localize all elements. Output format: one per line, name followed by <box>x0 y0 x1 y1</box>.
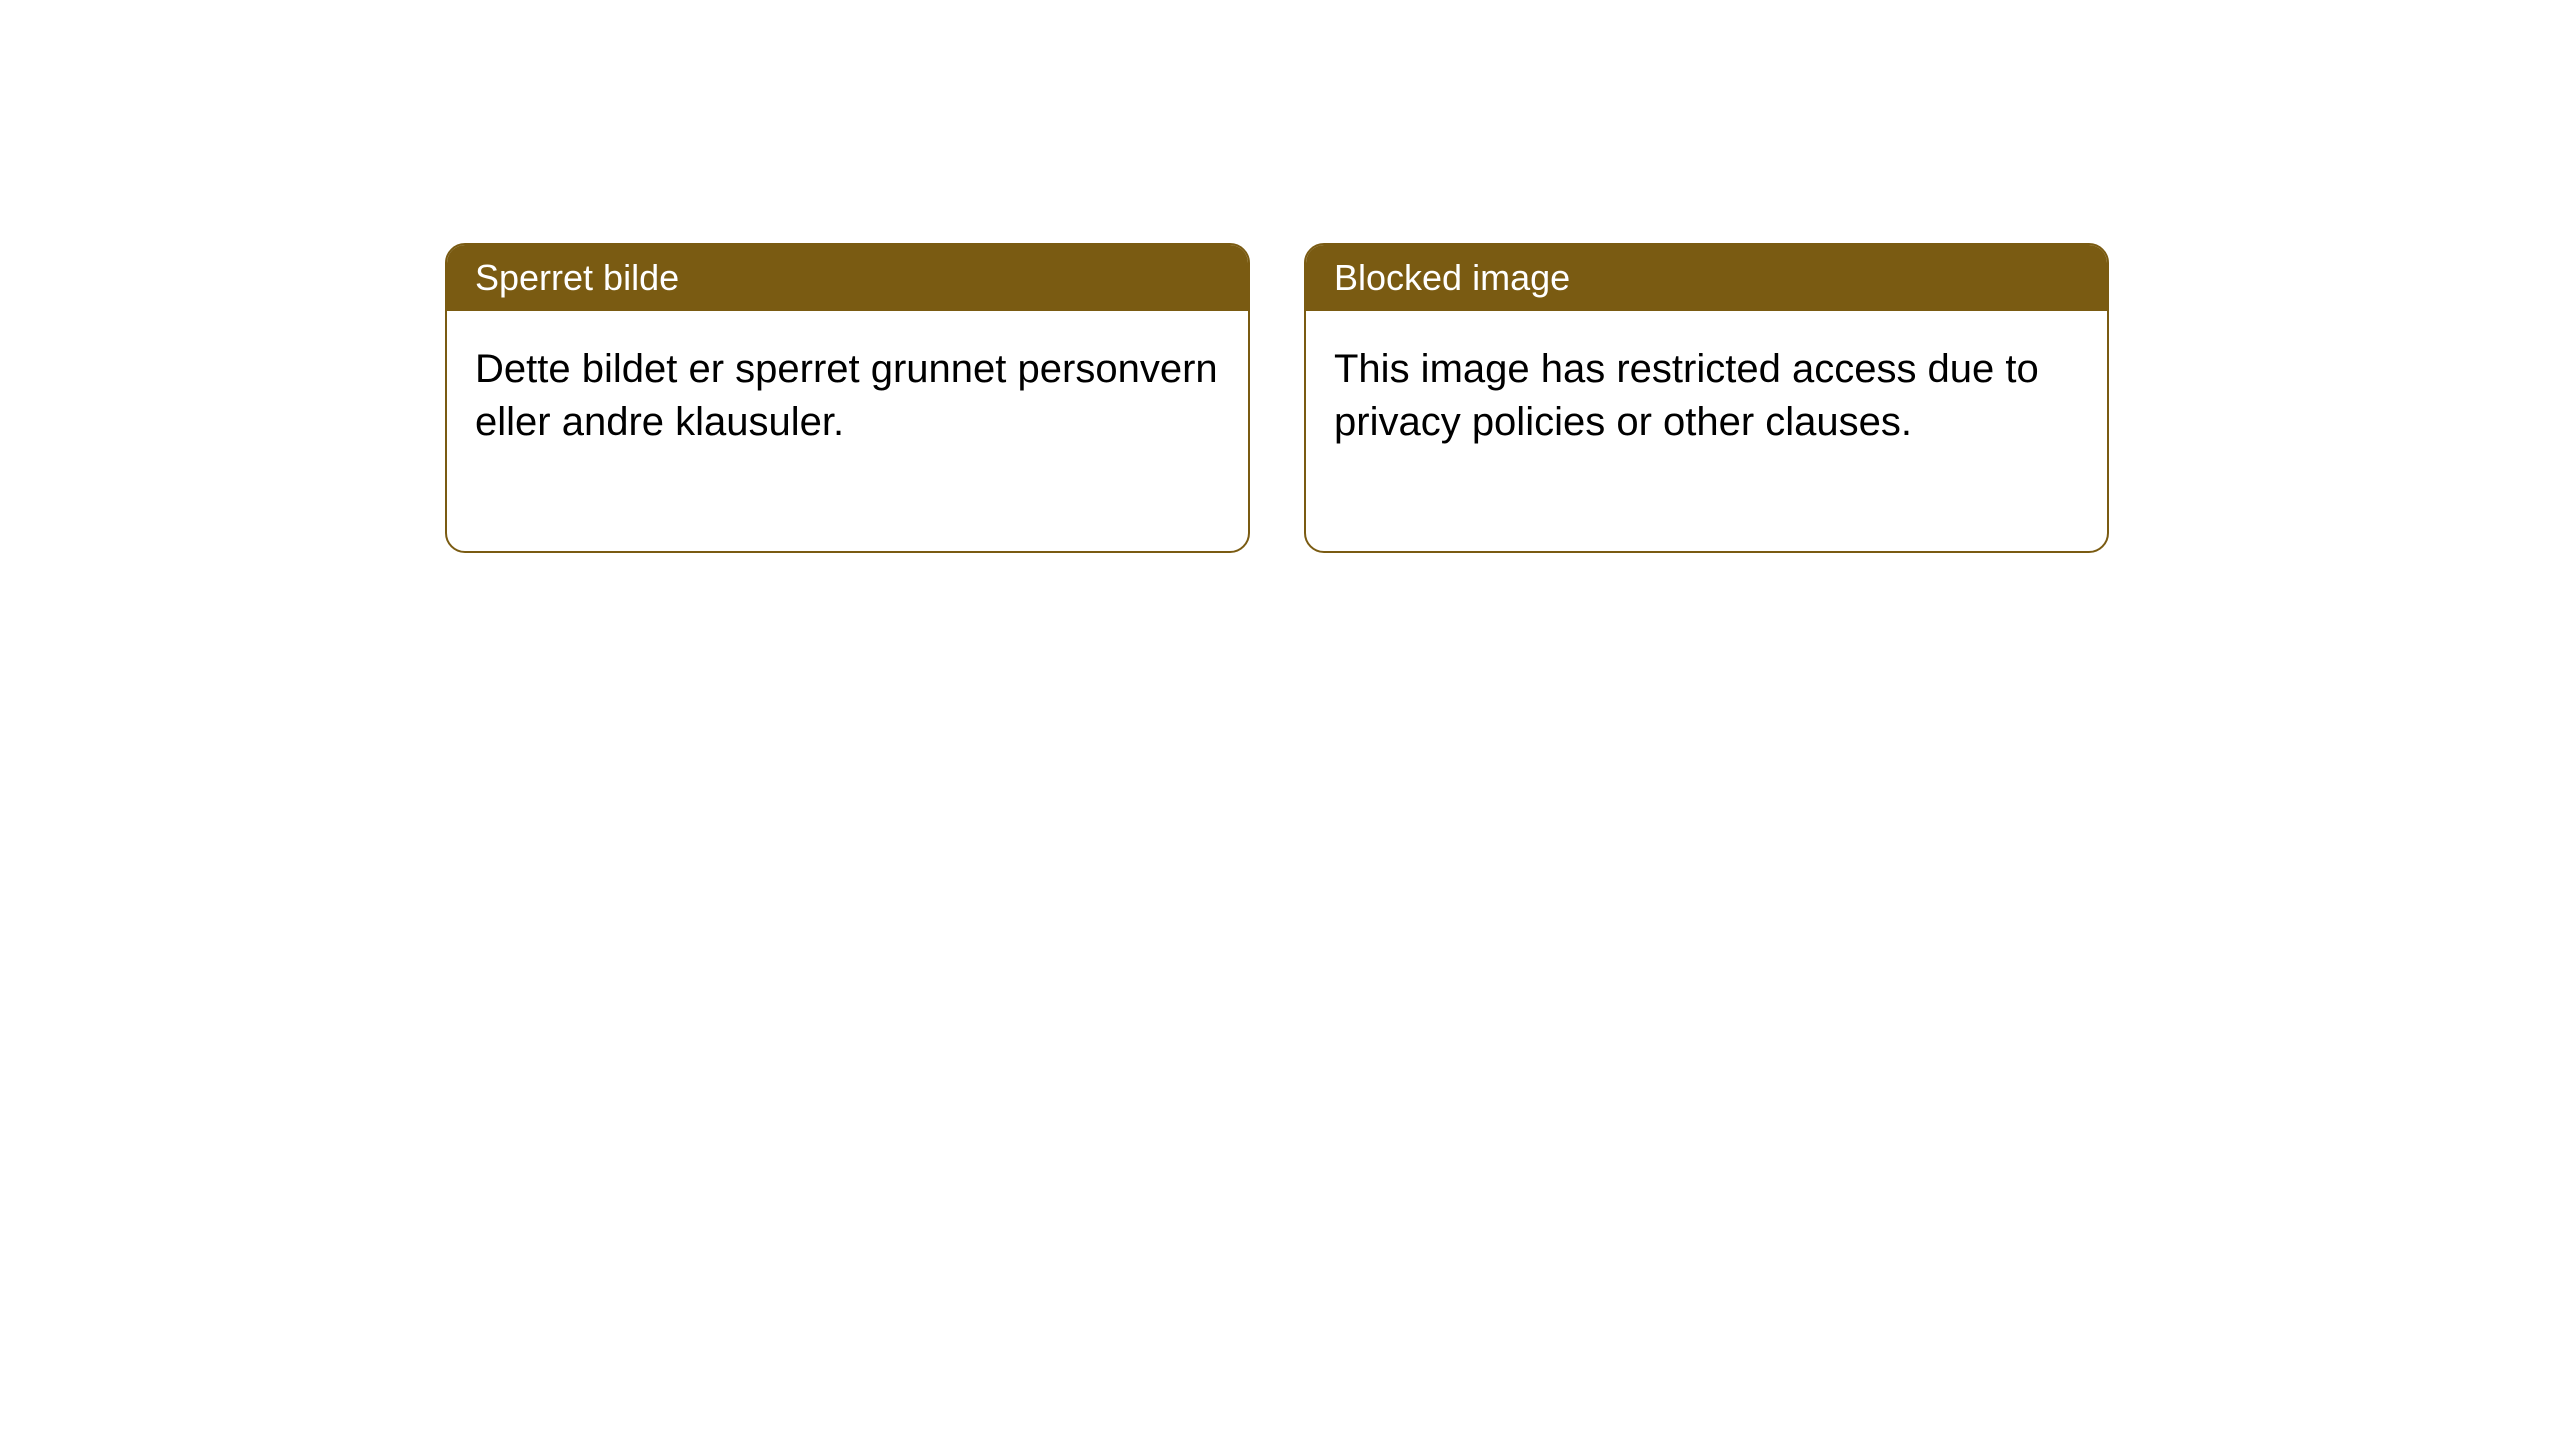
notice-body-no: Dette bildet er sperret grunnet personve… <box>447 311 1248 551</box>
notice-title-en: Blocked image <box>1306 245 2107 311</box>
notice-body-en: This image has restricted access due to … <box>1306 311 2107 551</box>
notice-card-no: Sperret bilde Dette bildet er sperret gr… <box>445 243 1250 553</box>
notice-title-no: Sperret bilde <box>447 245 1248 311</box>
notice-card-en: Blocked image This image has restricted … <box>1304 243 2109 553</box>
notice-container: Sperret bilde Dette bildet er sperret gr… <box>445 243 2109 553</box>
